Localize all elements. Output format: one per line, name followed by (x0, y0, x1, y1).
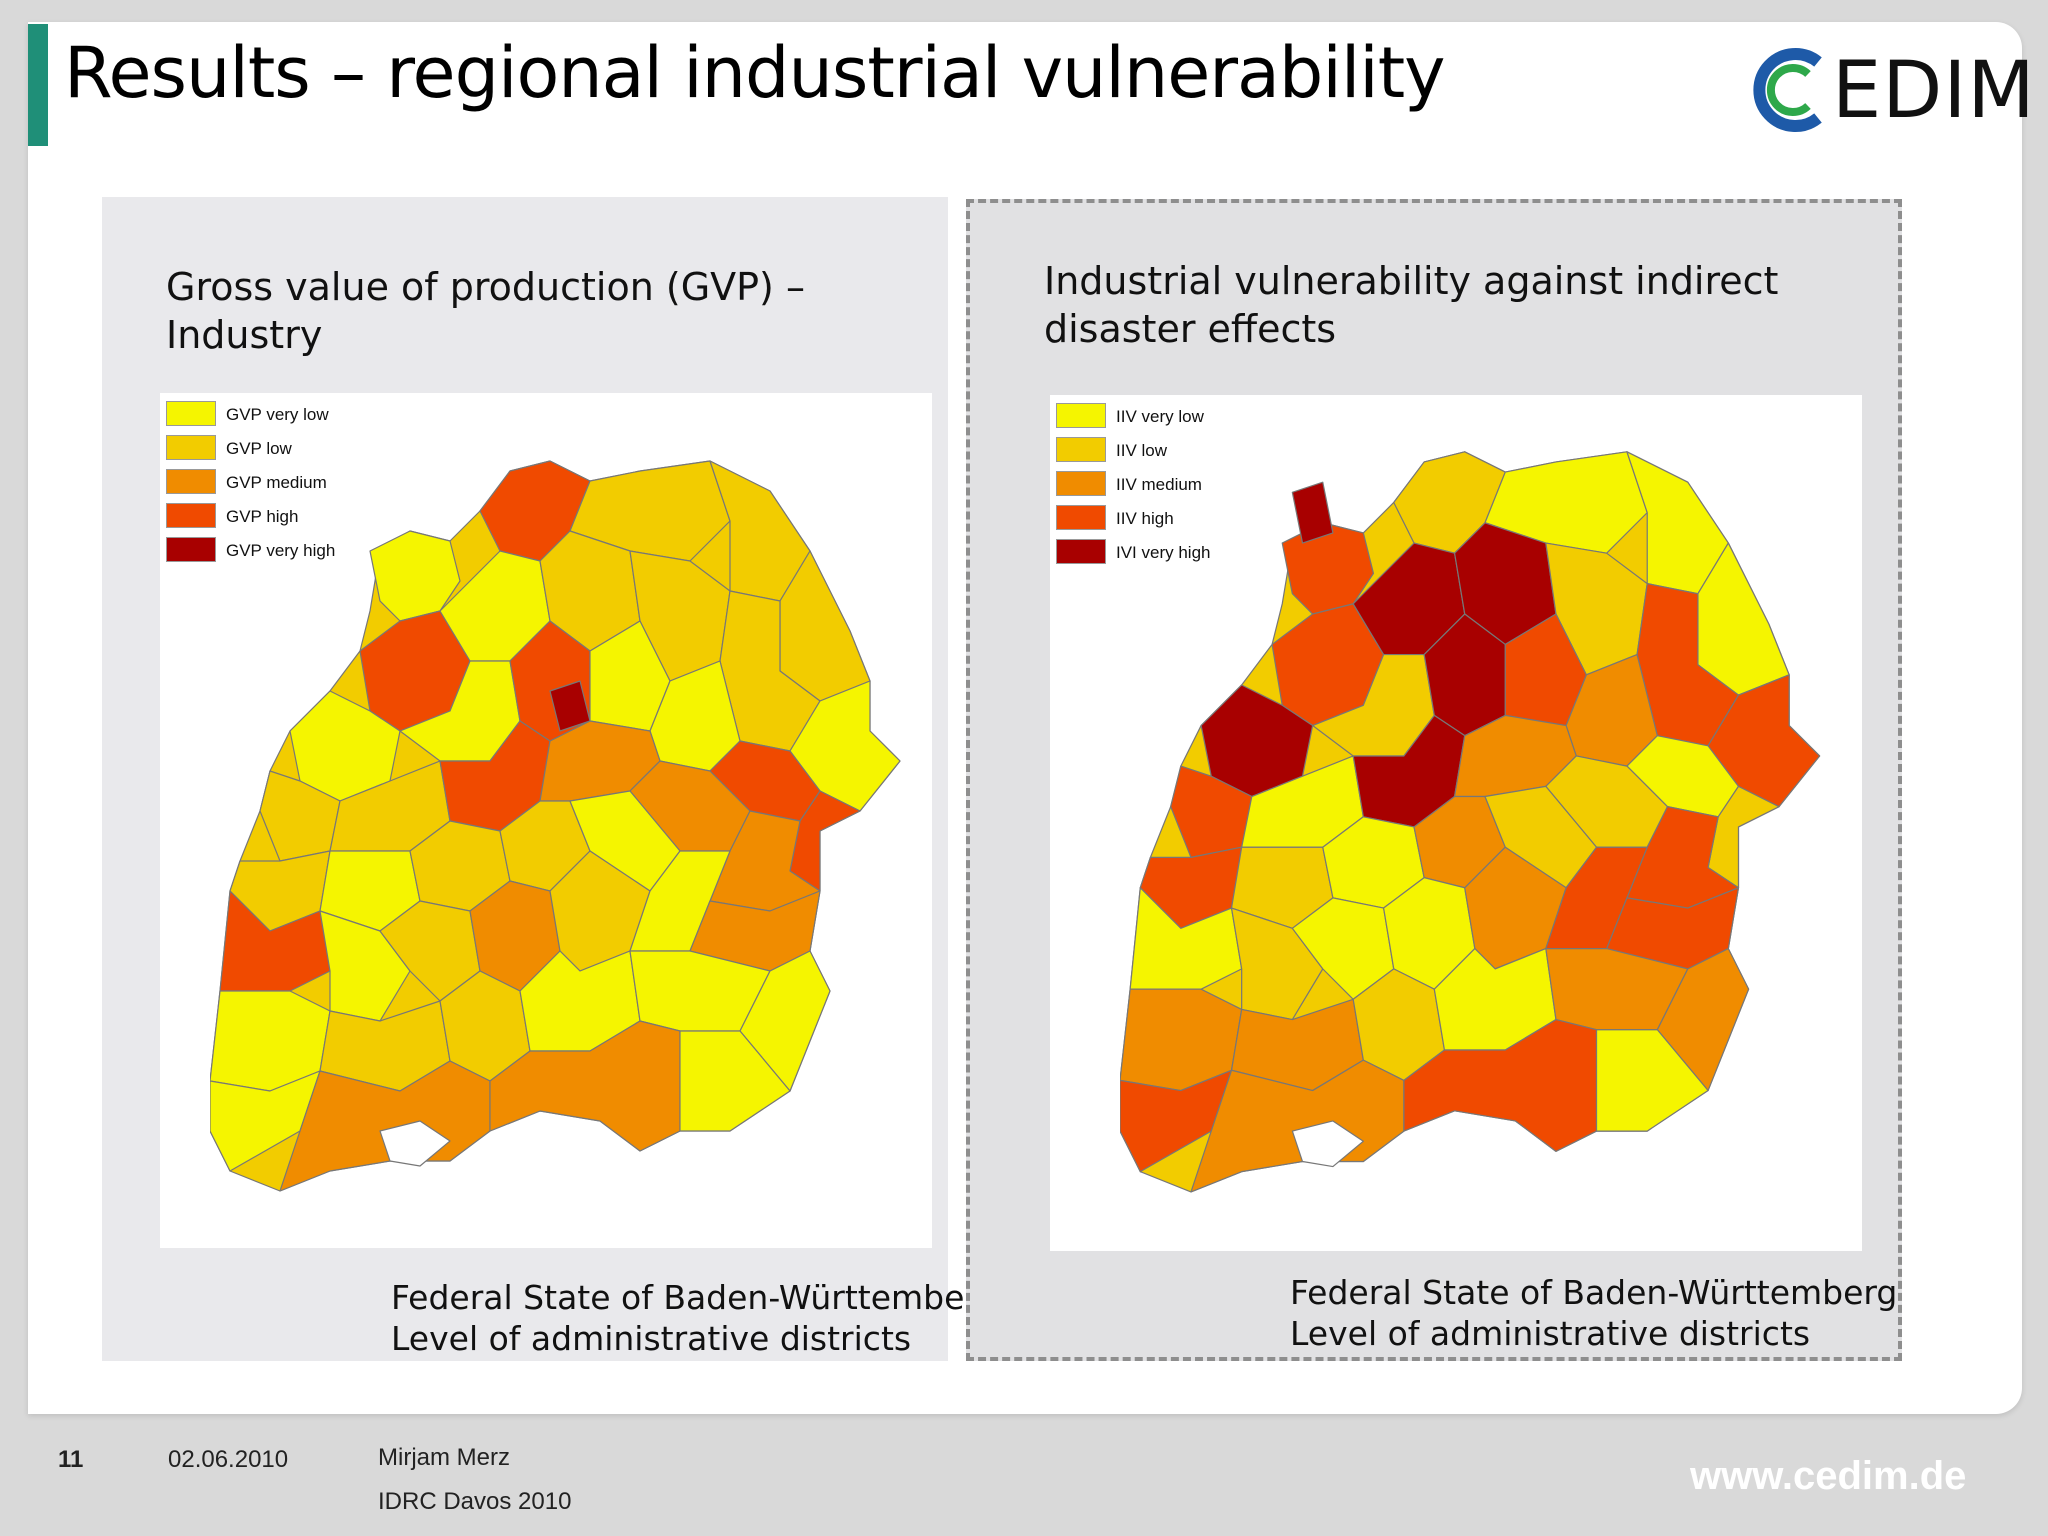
map-district (279, 1060, 491, 1192)
gvp-title-line1: Gross value of production (GVP) – (166, 265, 805, 309)
legend-swatch (166, 537, 216, 562)
iiv-caption: Federal State of Baden-Württemberg Level… (1290, 1272, 1897, 1354)
legend-label: IIV medium (1116, 475, 1202, 494)
gvp-title-line2: Industry (166, 313, 323, 357)
legend-swatch (166, 469, 216, 494)
legend-swatch (1056, 471, 1106, 496)
gvp-caption: Federal State of Baden-Württemberg Level… (391, 1277, 998, 1359)
gvp-choropleth-map (210, 460, 901, 1192)
legend-swatch (166, 435, 216, 460)
iiv-caption-line2: Level of administrative districts (1290, 1314, 1811, 1353)
map-district (1291, 481, 1334, 544)
logo-text: EDIM (1832, 46, 2036, 136)
legend-swatch (166, 503, 216, 528)
lake-constance (379, 1120, 451, 1167)
legend-label: GVP very high (226, 541, 336, 560)
lake-constance (1291, 1120, 1364, 1168)
gvp-panel-title: Gross value of production (GVP) – Indust… (166, 263, 805, 359)
map-district (1190, 1059, 1405, 1193)
legend-swatch (1056, 437, 1106, 462)
slide-date: 02.06.2010 (168, 1446, 289, 1473)
slide-title: Results – regional industrial vulnerabil… (64, 32, 1446, 114)
iiv-choropleth-map (1120, 451, 1821, 1193)
legend-label: IVI very high (1116, 543, 1211, 562)
author-name: Mirjam Merz (378, 1444, 510, 1471)
iiv-panel: Industrial vulnerability against indirec… (966, 199, 1902, 1361)
legend-label: GVP high (226, 507, 299, 526)
gvp-caption-line1: Federal State of Baden-Württemberg (391, 1278, 999, 1317)
legend-label: IIV low (1116, 441, 1168, 460)
slide-footer: 11 02.06.2010 Mirjam Merz IDRC Davos 201… (0, 1414, 2048, 1536)
page-number: 11 (58, 1446, 84, 1473)
legend-swatch (1056, 539, 1106, 564)
event-name: IDRC Davos 2010 (378, 1488, 572, 1515)
website-link[interactable]: www.cedim.de (1690, 1454, 1967, 1498)
legend-label: GVP medium (226, 473, 327, 492)
gvp-map-frame: GVP very low GVP low GVP medium GVP high… (160, 393, 932, 1248)
legend-label: IIV high (1116, 509, 1174, 528)
legend-swatch (1056, 403, 1106, 428)
legend-label: GVP very low (226, 405, 329, 424)
legend-swatch (166, 401, 216, 426)
title-accent-bar (28, 24, 48, 146)
map-district (679, 1030, 791, 1132)
legend-label: GVP low (226, 439, 292, 458)
iiv-caption-line1: Federal State of Baden-Württemberg (1290, 1273, 1898, 1312)
cedim-logo-ring-icon (1753, 48, 1822, 132)
legend-swatch (1056, 505, 1106, 530)
map-district (1595, 1029, 1709, 1132)
iiv-title-line1: Industrial vulnerability against indirec… (1044, 259, 1779, 303)
gvp-panel: Gross value of production (GVP) – Indust… (102, 197, 998, 1361)
gvp-caption-line2: Level of administrative districts (391, 1319, 912, 1358)
iiv-panel-title: Industrial vulnerability against indirec… (1044, 257, 1778, 353)
legend-label: IIV very low (1116, 407, 1204, 426)
iiv-map-frame: IIV very low IIV low IIV medium IIV high… (1050, 395, 1862, 1251)
cedim-logo: EDIM (1748, 40, 2035, 150)
iiv-title-line2: disaster effects (1044, 307, 1337, 351)
map-district (369, 530, 461, 622)
